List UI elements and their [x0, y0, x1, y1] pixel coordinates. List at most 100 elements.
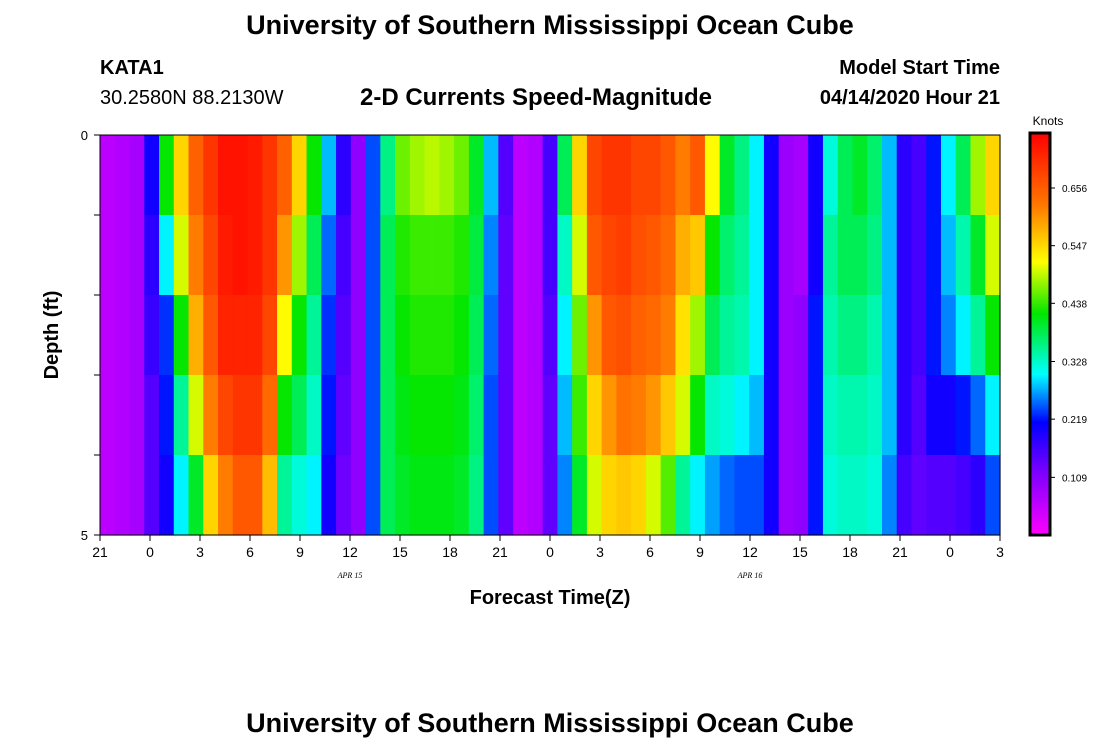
heatmap-cell — [380, 455, 396, 536]
colorbar-tick-label: 0.109 — [1062, 473, 1087, 484]
heatmap-cell — [114, 455, 131, 536]
colorbar-gradient — [1028, 131, 1052, 537]
heatmap-cell — [586, 215, 603, 296]
heatmap-cell — [822, 295, 839, 376]
heatmap-cell — [616, 135, 632, 216]
heatmap-cell — [454, 135, 470, 216]
heatmap-cell — [144, 455, 160, 536]
heatmap-cell — [144, 135, 160, 216]
heatmap-cell — [601, 135, 617, 216]
heatmap-cell — [439, 135, 455, 216]
heatmap-cell — [616, 375, 632, 456]
heatmap-cell — [336, 455, 352, 536]
heatmap-cell — [970, 455, 986, 536]
heatmap-cell — [203, 295, 219, 376]
heatmap-cell — [572, 135, 588, 216]
heatmap-cell — [159, 375, 175, 456]
heatmap-cell — [749, 295, 765, 376]
chart-subtitle: 2-D Currents Speed-Magnitude — [360, 84, 713, 111]
heatmap-cell — [867, 135, 883, 216]
heatmap-cell — [232, 135, 249, 216]
heatmap-cell — [675, 375, 691, 456]
heatmap-cell — [985, 295, 1001, 376]
heatmap-cell — [955, 215, 972, 296]
y-axis-label: Depth (ft) — [41, 291, 63, 380]
heatmap-cell — [144, 215, 160, 296]
heatmap-cell — [336, 215, 352, 296]
heatmap-cell — [778, 295, 795, 376]
heatmap-cell — [513, 295, 529, 376]
heatmap-cell — [173, 455, 190, 536]
heatmap-cell — [631, 455, 647, 536]
heatmap-cell — [557, 375, 573, 456]
heatmap-cell — [631, 375, 647, 456]
heatmap-cell — [867, 375, 883, 456]
heatmap-cell — [277, 295, 293, 376]
x-tick-label: 12 — [742, 544, 758, 560]
heatmap-cell — [247, 215, 263, 296]
heatmap-cell — [498, 295, 514, 376]
heatmap-cell — [778, 135, 795, 216]
heatmap-cell — [365, 375, 381, 456]
heatmap-cell — [660, 375, 677, 456]
heatmap-cell — [557, 455, 573, 536]
heatmap-cell — [542, 455, 558, 536]
heatmap-cell — [424, 375, 440, 456]
heatmap-cell — [350, 455, 367, 536]
heatmap-cell — [188, 215, 204, 296]
heatmap-cell — [144, 295, 160, 376]
heatmap-cell — [586, 375, 603, 456]
heatmap-cell — [100, 455, 116, 536]
heatmap-cell — [409, 215, 426, 296]
heatmap-cell — [218, 215, 234, 296]
heatmap-cell — [129, 135, 145, 216]
heatmap-cell — [247, 135, 263, 216]
heatmap-cell — [572, 455, 588, 536]
heatmap-cell — [350, 215, 367, 296]
heatmap-cell — [734, 135, 750, 216]
heatmap-cell — [350, 295, 367, 376]
heatmap-cell — [719, 135, 736, 216]
heatmap-cell — [306, 215, 322, 296]
heatmap-cell — [454, 215, 470, 296]
heatmap-cell — [542, 135, 558, 216]
heatmap-cell — [321, 455, 337, 536]
heatmap-cell — [601, 215, 617, 296]
heatmap-cell — [926, 215, 942, 296]
heatmap-cell — [409, 135, 426, 216]
heatmap-cell — [291, 455, 308, 536]
heatmap-cell — [188, 375, 204, 456]
heatmap-cell — [336, 295, 352, 376]
heatmap-cell — [690, 295, 706, 376]
heatmap-cell — [542, 215, 558, 296]
heatmap-cell — [454, 295, 470, 376]
heatmap-cell — [601, 295, 617, 376]
heatmap-cell — [881, 295, 898, 376]
heatmap-cell — [793, 215, 809, 296]
heatmap-cell — [527, 455, 544, 536]
heatmap-cell — [645, 295, 662, 376]
heatmap-cell — [734, 295, 750, 376]
colorbar-tick-label: 0.438 — [1062, 299, 1087, 310]
model-start-label: Model Start Time — [839, 57, 1000, 79]
heatmap-cell — [926, 135, 942, 216]
heatmap-cell — [218, 295, 234, 376]
heatmap-cell — [793, 135, 809, 216]
heatmap-cell — [704, 455, 721, 536]
heatmap-cell — [232, 295, 249, 376]
heatmap-cell — [277, 215, 293, 296]
heatmap-cells — [100, 135, 1001, 536]
x-tick-label: 6 — [646, 544, 654, 560]
heatmap-cell — [719, 295, 736, 376]
heatmap-cell — [808, 375, 824, 456]
heatmap-cell — [468, 375, 485, 456]
heatmap-cell — [321, 375, 337, 456]
heatmap-cell — [365, 295, 381, 376]
heatmap-cell — [513, 455, 529, 536]
heatmap-cell — [144, 375, 160, 456]
heatmap-cell — [114, 215, 131, 296]
heatmap-cell — [557, 295, 573, 376]
heatmap-cell — [498, 375, 514, 456]
heatmap-cell — [424, 295, 440, 376]
